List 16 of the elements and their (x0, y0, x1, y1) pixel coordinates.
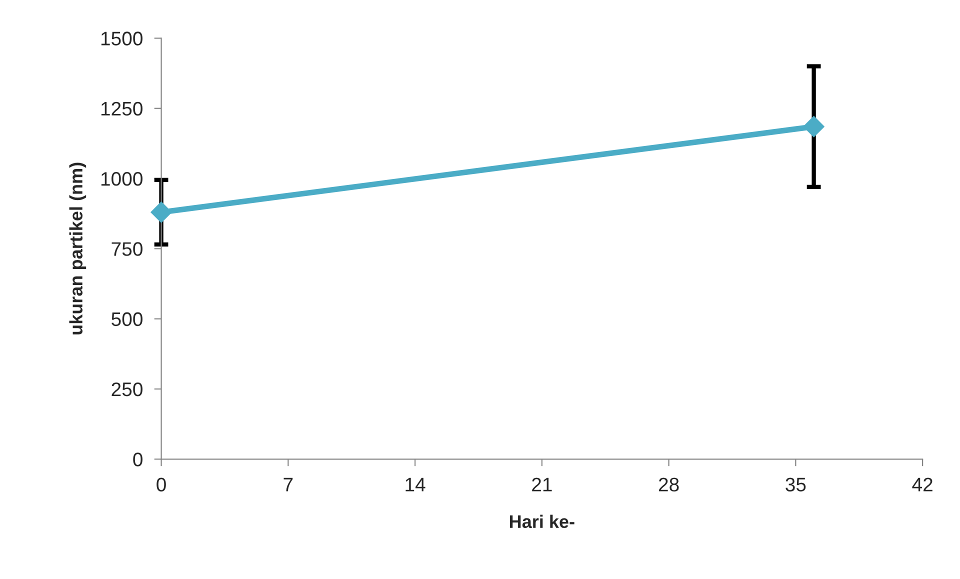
x-tick-label: 14 (406, 478, 426, 492)
y-tick-label: 250 (112, 382, 142, 396)
x-axis-title: Hari ke- (510, 514, 574, 528)
x-tick-label: 7 (284, 478, 293, 492)
y-tick-label: 1250 (101, 102, 142, 116)
y-axis-title: ukuran partikel (nm) (69, 162, 86, 334)
x-tick-label: 28 (658, 478, 679, 492)
y-tick-label: 500 (112, 312, 142, 326)
x-tick-label: 35 (786, 478, 806, 492)
x-tick-label: 0 (156, 478, 166, 492)
y-tick-label: 750 (112, 242, 142, 256)
y-tick-label: 0 (133, 452, 142, 466)
x-tick-label: 21 (532, 478, 552, 492)
x-tick-label: 42 (912, 478, 932, 492)
y-tick-label: 1000 (101, 172, 142, 186)
y-tick-label: 1500 (101, 32, 142, 46)
